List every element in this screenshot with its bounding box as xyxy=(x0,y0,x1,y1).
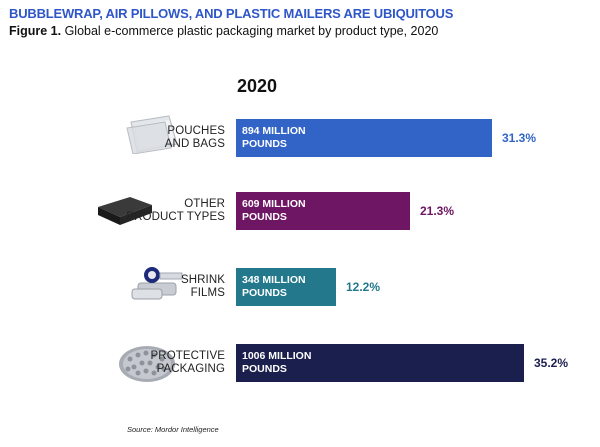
category-label-line2: PACKAGING xyxy=(156,363,225,375)
category-label: PROTECTIVE PACKAGING xyxy=(151,350,225,376)
category-label: POUCHES AND BAGS xyxy=(165,125,225,151)
year-label: 2020 xyxy=(237,76,278,96)
bar: 894 MILLION POUNDS xyxy=(236,119,492,157)
category-label: SHRINK FILMS xyxy=(181,274,225,300)
bar-value-label: 609 MILLION POUNDS xyxy=(242,198,306,223)
bar-value-label: 1006 MILLION POUNDS xyxy=(242,350,311,375)
category-label-line1: SHRINK xyxy=(180,274,225,286)
category-label-line2: AND BAGS xyxy=(164,138,225,150)
figure-caption: Figure 1. Global e-commerce plastic pack… xyxy=(9,24,438,38)
bubble-wrap-roll-icon xyxy=(116,343,178,390)
bar-value-line1: 348 MILLION xyxy=(242,274,306,286)
bar-value-line1: 894 MILLION xyxy=(242,125,306,137)
bar: 609 MILLION POUNDS xyxy=(236,192,410,230)
category-label-line2: PRODUCT TYPES xyxy=(126,211,225,223)
bar: 348 MILLION POUNDS xyxy=(236,268,336,306)
plastic-mailer-icon xyxy=(125,114,183,159)
header-title: BUBBLEWRAP, AIR PILLOWS, AND PLASTIC MAI… xyxy=(9,6,454,21)
figure-number: Figure 1. xyxy=(9,24,62,38)
bar-value-line2: POUNDS xyxy=(242,210,287,223)
percent-label: 35.2% xyxy=(534,356,569,370)
category-label-line1: PROTECTIVE xyxy=(150,350,225,362)
bar-value-label: 894 MILLION POUNDS xyxy=(242,125,306,150)
category-label-line1: POUCHES xyxy=(167,125,225,137)
source-note: Source: Mordor Intelligence xyxy=(127,425,219,434)
shrink-film-roll-icon xyxy=(130,265,188,310)
category-label-line1: OTHER xyxy=(184,198,225,210)
category-label-line2: FILMS xyxy=(190,287,225,299)
bar-value-line1: 609 MILLION xyxy=(242,198,306,210)
percent-label: 12.2% xyxy=(346,280,381,294)
category-label: OTHER PRODUCT TYPES xyxy=(126,198,225,224)
bar-value-line1: 1006 MILLION xyxy=(242,350,312,362)
bar: 1006 MILLION POUNDS xyxy=(236,344,524,382)
bar-value-line2: POUNDS xyxy=(242,286,287,299)
bar-value-line2: POUNDS xyxy=(242,137,287,150)
black-box-icon xyxy=(94,193,154,232)
bar-value-line2: POUNDS xyxy=(242,362,287,375)
percent-label: 31.3% xyxy=(502,131,537,145)
figure-caption-text: Global e-commerce plastic packaging mark… xyxy=(61,24,439,38)
percent-label: 21.3% xyxy=(420,204,455,218)
bar-value-label: 348 MILLION POUNDS xyxy=(242,274,306,299)
